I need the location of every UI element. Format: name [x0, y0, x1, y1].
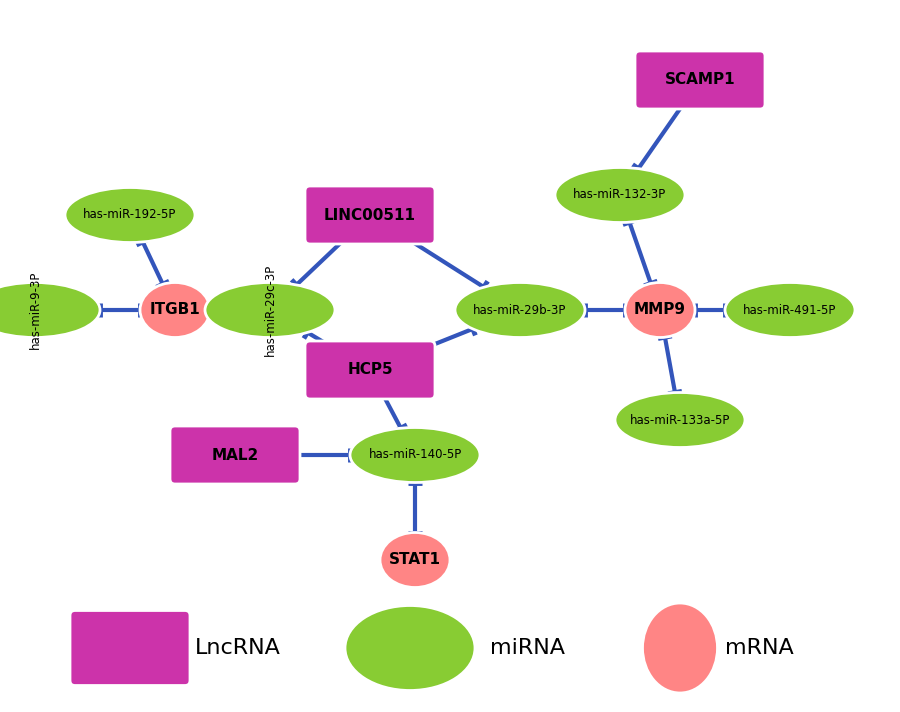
Ellipse shape [625, 283, 695, 337]
FancyBboxPatch shape [305, 341, 435, 399]
Text: has-miR-192-5P: has-miR-192-5P [84, 209, 176, 221]
Text: has-miR-491-5P: has-miR-491-5P [743, 303, 837, 317]
Ellipse shape [350, 427, 480, 483]
Ellipse shape [0, 283, 100, 337]
Text: MMP9: MMP9 [634, 303, 686, 318]
Ellipse shape [555, 167, 685, 222]
Ellipse shape [615, 392, 745, 448]
Text: miRNA: miRNA [490, 638, 565, 658]
Text: has-miR-29b-3P: has-miR-29b-3P [473, 303, 567, 317]
Ellipse shape [725, 283, 855, 337]
FancyBboxPatch shape [170, 426, 300, 484]
Text: LINC00511: LINC00511 [324, 207, 416, 222]
Text: has-miR-9-3P: has-miR-9-3P [29, 271, 41, 349]
Text: has-miR-133a-5P: has-miR-133a-5P [630, 414, 730, 426]
Text: MAL2: MAL2 [212, 448, 258, 463]
Ellipse shape [205, 283, 335, 337]
Text: LncRNA: LncRNA [195, 638, 281, 658]
Text: HCP5: HCP5 [347, 362, 392, 377]
Text: has-miR-29c-3P: has-miR-29c-3P [264, 264, 276, 356]
Ellipse shape [380, 533, 450, 587]
Text: mRNA: mRNA [725, 638, 794, 658]
Ellipse shape [345, 605, 475, 691]
FancyBboxPatch shape [305, 186, 435, 244]
Ellipse shape [65, 187, 195, 243]
Text: has-miR-132-3P: has-miR-132-3P [573, 189, 667, 201]
Text: STAT1: STAT1 [389, 553, 441, 567]
Text: SCAMP1: SCAMP1 [665, 73, 735, 88]
FancyBboxPatch shape [635, 51, 765, 109]
Ellipse shape [455, 283, 585, 337]
Text: ITGB1: ITGB1 [149, 303, 201, 318]
Ellipse shape [643, 603, 717, 693]
Ellipse shape [140, 283, 210, 337]
Text: has-miR-140-5P: has-miR-140-5P [368, 449, 462, 461]
FancyBboxPatch shape [70, 610, 190, 686]
